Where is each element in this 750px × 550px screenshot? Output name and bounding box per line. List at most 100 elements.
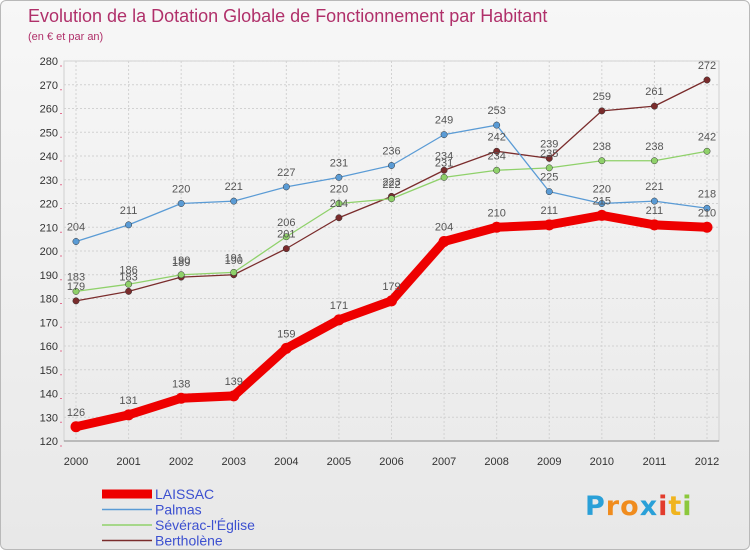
data-label: 211: [646, 205, 664, 217]
y-tick-label: 150: [40, 365, 58, 377]
data-label: 210: [487, 207, 505, 219]
data-label: 206: [277, 217, 295, 229]
data-point: [438, 236, 450, 247]
y-tick-label: 140: [40, 389, 58, 401]
data-label: 222: [382, 179, 400, 191]
data-label: 220: [172, 184, 190, 196]
data-label: 221: [225, 181, 243, 193]
data-point: [598, 200, 606, 207]
data-point: [493, 121, 501, 129]
data-label: 179: [67, 281, 85, 293]
logo-letter: x: [639, 491, 659, 522]
data-label: 179: [382, 281, 400, 293]
chart-subtitle: (en € et par an): [28, 31, 103, 43]
y-tick-label: 260: [40, 104, 58, 116]
data-point: [545, 188, 553, 196]
data-point: [650, 102, 658, 110]
data-point: [388, 162, 395, 169]
data-label: 220: [593, 184, 611, 196]
data-label: 235: [540, 148, 558, 160]
data-point: [72, 238, 80, 245]
data-label: 272: [698, 60, 716, 72]
data-label: 126: [67, 407, 85, 419]
logo-letter: r: [605, 491, 621, 522]
data-point: [440, 131, 448, 139]
x-tick-label: 2003: [222, 456, 246, 468]
data-label: 204: [67, 222, 85, 234]
x-tick-label: 2010: [590, 456, 614, 468]
x-tick-label: 2001: [116, 456, 140, 468]
data-label: 138: [172, 378, 190, 390]
x-tick-label: 2004: [274, 456, 298, 468]
y-tick-label: 250: [40, 127, 58, 139]
data-label: 242: [698, 131, 716, 143]
data-point: [177, 200, 185, 207]
axes: 120 130 140 150 160 170 180 190 200 210 220 230 240 2…: [40, 56, 720, 468]
data-point: [123, 409, 135, 421]
logo-letter: t: [668, 491, 683, 522]
data-point: [335, 200, 343, 207]
data-label: 223: [382, 176, 400, 188]
data-point: [228, 390, 240, 402]
data-point: [335, 173, 343, 181]
data-point: [650, 197, 658, 205]
y-tick-label: 130: [40, 412, 58, 424]
legend-label: Palmas: [155, 502, 202, 518]
data-label: 261: [645, 86, 663, 98]
x-tick-label: 2011: [643, 456, 667, 468]
y-tick-label: 200: [40, 246, 58, 258]
data-label: 131: [119, 395, 137, 407]
y-tick-label: 170: [40, 317, 58, 329]
data-label: 191: [225, 252, 243, 264]
data-label: 211: [540, 205, 558, 217]
data-point: [72, 287, 80, 295]
legend-label: LAISSAC: [155, 486, 214, 502]
data-label: 210: [698, 207, 716, 219]
data-point: [703, 147, 711, 155]
x-tick-label: 2002: [169, 456, 193, 468]
proxiti-logo: Proxiti: [585, 491, 693, 522]
y-tick-label: 240: [40, 151, 58, 163]
data-point: [596, 209, 608, 221]
data-label: 242: [487, 131, 505, 143]
x-tick-label: 2008: [484, 456, 508, 468]
data-label: 183: [119, 271, 137, 283]
y-tick-label: 280: [40, 56, 58, 68]
data-point: [333, 314, 345, 326]
x-tick-label: 2000: [64, 456, 88, 468]
x-tick-label: 2006: [379, 456, 403, 468]
data-point: [545, 164, 553, 172]
y-tick-label: 270: [40, 80, 58, 92]
data-label: 231: [330, 157, 348, 169]
data-point: [388, 195, 395, 203]
data-point: [282, 233, 290, 241]
data-label: 201: [277, 229, 295, 241]
data-point: [545, 154, 553, 162]
data-label: 214: [330, 198, 348, 210]
data-point: [703, 204, 711, 212]
data-label: 238: [593, 141, 611, 153]
data-point: [543, 219, 555, 231]
data-label: 204: [435, 222, 453, 234]
data-label: 139: [225, 376, 243, 388]
data-label: 253: [487, 105, 505, 117]
data-point: [491, 221, 503, 233]
data-point: [125, 287, 133, 295]
logo-letter: o: [620, 491, 640, 522]
logo-letter: i: [682, 491, 693, 522]
data-point: [230, 268, 238, 276]
x-tick-label: 2005: [327, 456, 351, 468]
data-point: [701, 221, 713, 233]
data-label: 159: [277, 328, 295, 340]
data-point: [72, 297, 80, 305]
data-label: 221: [645, 181, 663, 193]
data-label: 236: [382, 146, 400, 158]
y-tick-label: 160: [40, 341, 58, 353]
data-point: [125, 221, 133, 229]
y-tick-label: 210: [40, 222, 58, 234]
data-label: 220: [330, 184, 348, 196]
data-point: [282, 183, 290, 191]
y-tick-label: 120: [40, 436, 58, 448]
